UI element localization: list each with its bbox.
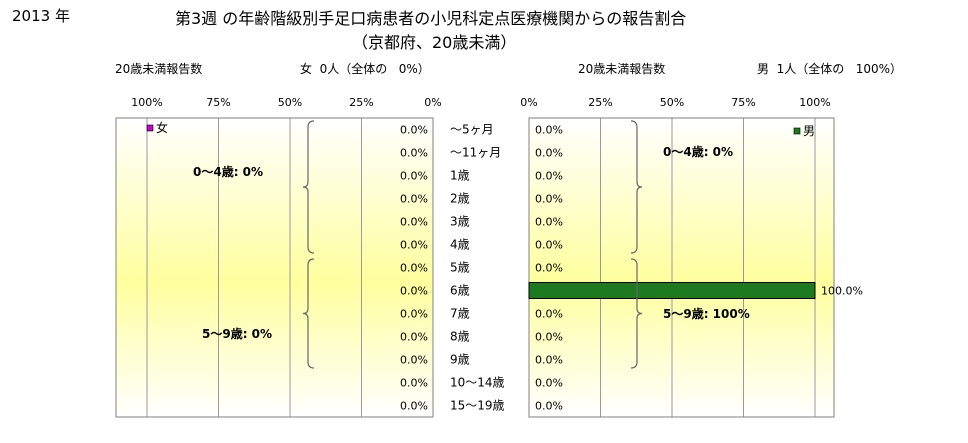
- legend-female-swatch: [146, 124, 154, 132]
- right-axis-tick-label: 25%: [588, 96, 612, 109]
- category-label: 4歳: [450, 238, 470, 252]
- left-count-label: 20歳未満報告数: [115, 62, 203, 76]
- female-data-label: 0.0%: [400, 239, 428, 252]
- male-data-label: 0.0%: [535, 262, 563, 275]
- category-label: 15～19歳: [450, 399, 505, 413]
- female-data-label: 0.0%: [400, 193, 428, 206]
- left-axis-tick-label: 25%: [349, 96, 373, 109]
- category-label: 2歳: [450, 192, 470, 206]
- right-plot-frame: [528, 117, 835, 418]
- right-plot-background: [529, 118, 834, 417]
- male-data-label: 0.0%: [535, 124, 563, 137]
- male-data-label: 0.0%: [535, 400, 563, 413]
- female-data-label: 0.0%: [400, 170, 428, 183]
- male-data-label: 0.0%: [535, 354, 563, 367]
- male-data-label: 0.0%: [535, 377, 563, 390]
- female-data-label: 0.0%: [400, 124, 428, 137]
- legend-male-label: 男: [803, 124, 815, 138]
- category-label: 5歳: [450, 261, 470, 275]
- right-count-label: 20歳未満報告数: [578, 62, 666, 76]
- left-plot-background: [116, 118, 433, 417]
- male-data-label: 0.0%: [535, 331, 563, 344]
- category-label: 6歳: [450, 284, 470, 298]
- right-brace-0-4: [630, 120, 643, 254]
- female-data-label: 0.0%: [400, 331, 428, 344]
- year-label: 2013 年: [12, 7, 70, 25]
- category-label: 1歳: [450, 169, 470, 183]
- female-data-label: 0.0%: [400, 308, 428, 321]
- left-axis-tick-label: 100%: [131, 96, 162, 109]
- male-data-label: 0.0%: [535, 170, 563, 183]
- category-label: 9歳: [450, 353, 470, 367]
- female-data-label: 0.0%: [400, 400, 428, 413]
- left-axis-tick-label: 75%: [206, 96, 230, 109]
- category-label: ～5ヶ月: [450, 123, 494, 137]
- legend-female-label: 女: [156, 120, 168, 135]
- left-axis-tick-label: 0%: [424, 96, 441, 109]
- female-data-label: 0.0%: [400, 377, 428, 390]
- right-brace-5-9: [630, 258, 643, 369]
- female-data-label: 0.0%: [400, 262, 428, 275]
- male-data-label: 0.0%: [535, 216, 563, 229]
- right-annotation-0-4: 0～4歳: 0%: [663, 144, 733, 159]
- left-annotation-5-9: 5～9歳: 0%: [202, 326, 272, 341]
- legend-male-swatch: [793, 127, 801, 135]
- category-label: 8歳: [450, 330, 470, 344]
- chart-subtitle: （京都府、20歳未満）: [352, 33, 517, 52]
- chart-title: 第3週 の年齢階級別手足口病患者の小児科定点医療機関からの報告割合: [175, 9, 687, 28]
- male-data-label: 0.0%: [535, 147, 563, 160]
- right-axis-tick-label: 0%: [520, 96, 537, 109]
- male-data-label: 0.0%: [535, 193, 563, 206]
- left-brace-0-4: [302, 120, 315, 254]
- female-data-label: 0.0%: [400, 285, 428, 298]
- category-label: ～11ヶ月: [450, 146, 501, 160]
- right-count-summary: 男 1人（全体の 100%）: [757, 62, 903, 76]
- category-label: 7歳: [450, 307, 470, 321]
- left-axis-tick-label: 50%: [278, 96, 302, 109]
- right-axis-tick-label: 100%: [799, 96, 830, 109]
- left-annotation-0-4: 0～4歳: 0%: [193, 164, 263, 179]
- right-annotation-5-9: 5～9歳: 100%: [663, 306, 750, 321]
- left-brace-5-9: [302, 258, 315, 369]
- male-data-label: 100.0%: [821, 285, 863, 298]
- female-data-label: 0.0%: [400, 216, 428, 229]
- left-plot-frame: [115, 117, 434, 418]
- male-data-label: 0.0%: [535, 308, 563, 321]
- category-label: 10～14歳: [450, 376, 505, 390]
- male-data-label: 0.0%: [535, 239, 563, 252]
- right-axis-tick-label: 50%: [660, 96, 684, 109]
- female-data-label: 0.0%: [400, 354, 428, 367]
- right-axis-tick-label: 75%: [731, 96, 755, 109]
- female-data-label: 0.0%: [400, 147, 428, 160]
- male-bar: [528, 282, 816, 299]
- category-label: 3歳: [450, 215, 470, 229]
- left-count-summary: 女 0人（全体の 0%）: [300, 62, 430, 76]
